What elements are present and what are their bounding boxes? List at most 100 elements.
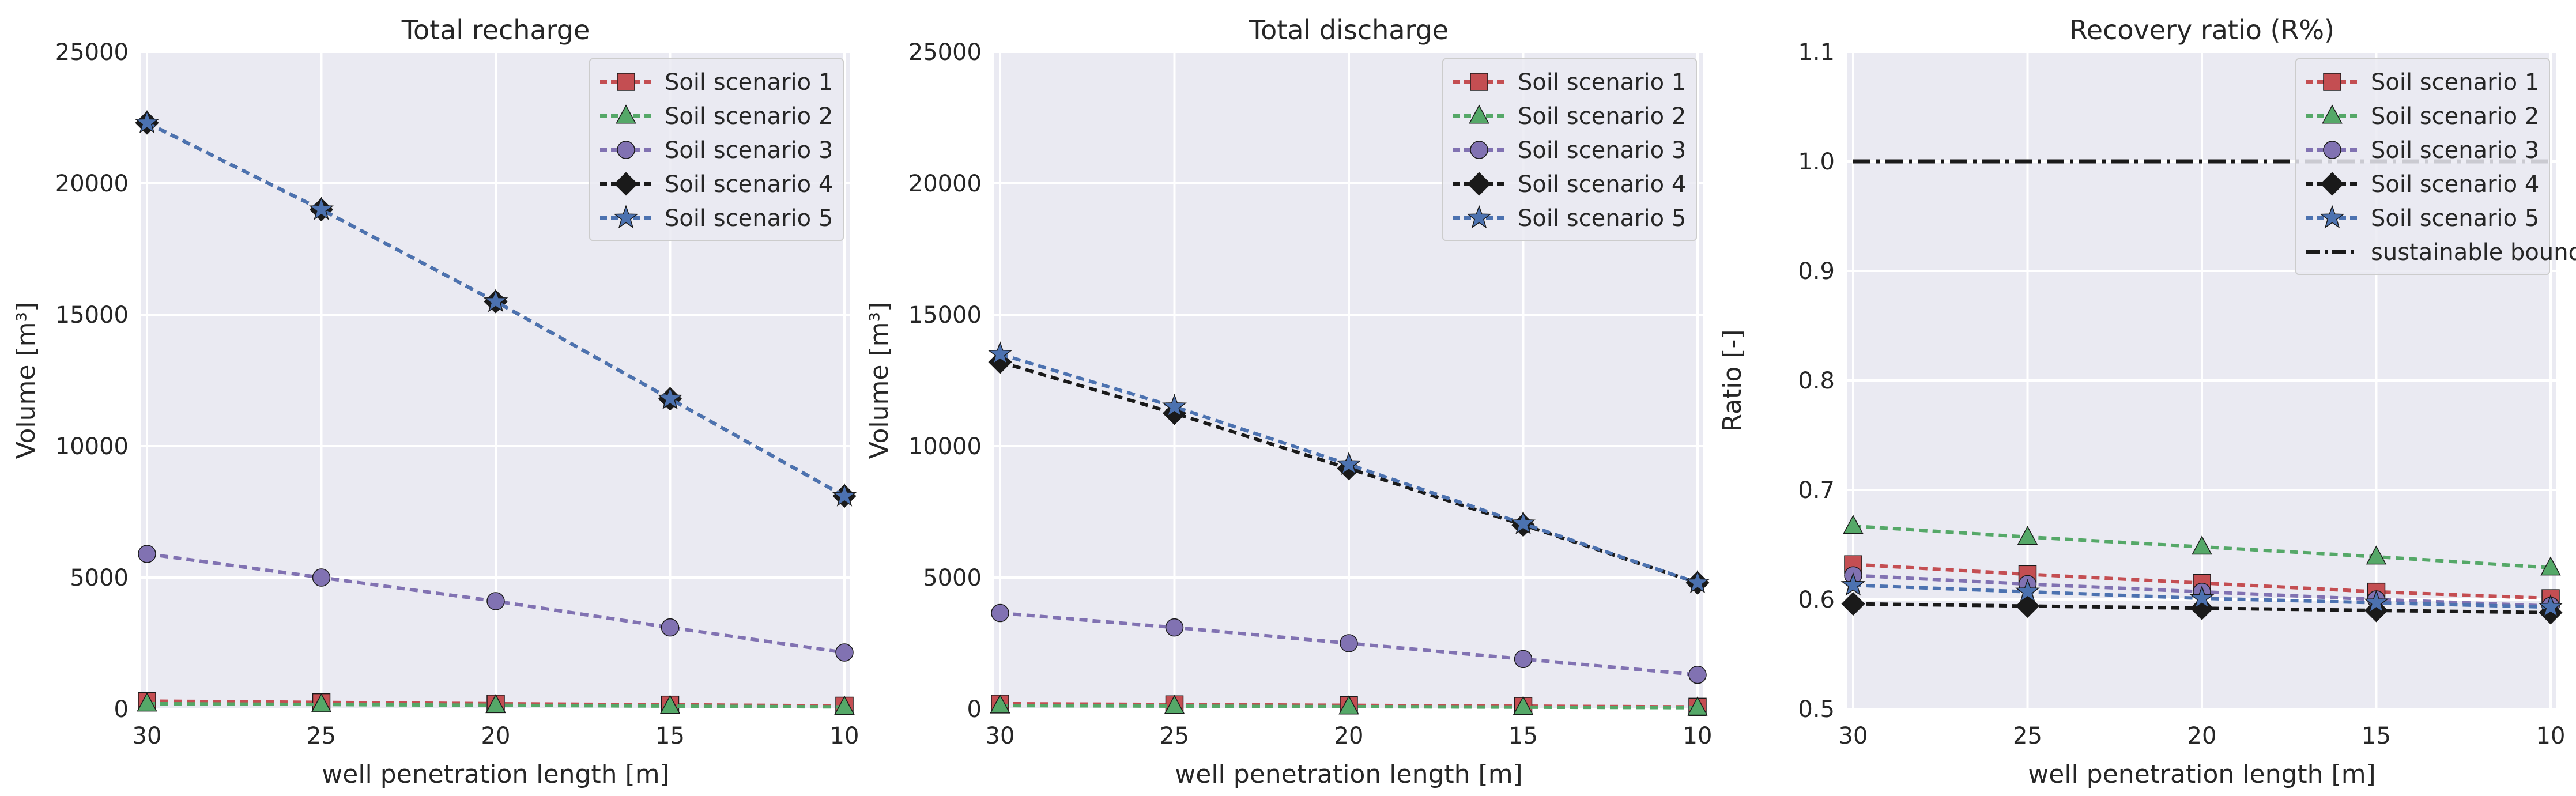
chart-3-legend-item-soil-scenario-5: Soil scenario 5 (2306, 205, 2539, 232)
chart-2-legend-label: Soil scenario 2 (1518, 103, 1686, 130)
chart-1-x-tick-label: 15 (655, 723, 685, 749)
chart-3-legend-label: Soil scenario 2 (2371, 103, 2539, 130)
chart-1-legend-marker (616, 104, 636, 124)
chart-3-y-tick-label: 0.6 (1798, 587, 1835, 613)
chart-2-x-axis-label: well penetration length [m] (1175, 760, 1522, 789)
chart-1-series-soil-scenario-3-point (138, 545, 156, 563)
chart-2-legend-item-soil-scenario-4: Soil scenario 4 (1453, 171, 1686, 198)
chart-3-x-tick-label: 10 (2536, 723, 2566, 749)
chart-3-series-soil-scenario-2-point (2017, 526, 2038, 545)
chart-3-series-soil-scenario-5-point (2015, 579, 2040, 602)
chart-3-x-tick-label: 20 (2187, 723, 2217, 749)
chart-1-series-soil-scenario-3-point (312, 568, 331, 587)
chart-1-legend-box (589, 58, 844, 241)
chart-1-series-soil-scenario-5-point (658, 386, 682, 410)
chart-1-y-tick-label: 20000 (55, 171, 129, 197)
chart-1-y-axis-label: Volume [m³] (12, 302, 41, 459)
chart-2-legend-label: Soil scenario 3 (1518, 137, 1686, 164)
chart-1-legend: Soil scenario 1 Soil scenario 2 Soil scena… (589, 58, 844, 241)
chart-2-y-axis-label: Volume [m³] (865, 302, 894, 459)
chart-2-series-soil-scenario-2-point (1513, 696, 1534, 715)
chart-2-series-soil-scenario-5-point (987, 341, 1013, 365)
chart-1-series-soil-scenario-2 (137, 692, 855, 715)
chart-1-y-tick-label: 10000 (55, 433, 129, 460)
chart-1-legend-marker (613, 205, 639, 229)
chart-3-series-soil-scenario-5 (1840, 572, 2563, 618)
chart-3-y-tick-label: 0.9 (1798, 258, 1835, 285)
chart-2-series-soil-scenario-5-point (1511, 511, 1536, 534)
chart-3-x-tick-label: 25 (2013, 723, 2042, 749)
chart-1-legend-label: Soil scenario 5 (665, 205, 833, 232)
chart-1-y-tick-label: 25000 (55, 39, 129, 66)
chart-1-legend-marker (617, 141, 635, 159)
chart-1-legend-item-soil-scenario-4: Soil scenario 4 (600, 171, 833, 198)
chart-3-x-tick-label: 15 (2362, 723, 2391, 749)
chart-2-legend-marker (1470, 141, 1488, 159)
chart-1-x-tick-label: 20 (481, 723, 511, 749)
chart-3-series-soil-scenario-5-point (2364, 590, 2389, 613)
chart-1-y-tick-label: 0 (114, 696, 129, 723)
chart-3-title: Recovery ratio (R%) (2069, 14, 2334, 46)
chart-1-series-soil-scenario-2-point (834, 695, 855, 715)
chart-1-y-tick-label: 15000 (55, 302, 129, 329)
chart-2-series-soil-scenario-5 (987, 341, 1710, 594)
chart-1-series-soil-scenario-3-point (486, 592, 505, 610)
chart-2-series-soil-scenario-3-point (1688, 665, 1707, 684)
chart-1-series-soil-scenario-2-point (311, 693, 332, 712)
chart-1-series-soil-scenario-5-point (832, 483, 857, 507)
chart-3-y-tick-label: 1.0 (1798, 149, 1835, 175)
chart-1-series-soil-scenario-3 (138, 545, 854, 662)
chart-3-series-soil-scenario-2-point (2540, 556, 2561, 576)
chart-3-x-tick-label: 30 (1839, 723, 1868, 749)
chart-2-x-tick-label: 25 (1160, 723, 1189, 749)
chart-3-legend-item-soil-scenario-2: Soil scenario 2 (2306, 103, 2539, 130)
chart-1-legend-marker (617, 73, 635, 91)
chart-3-legend-item-soil-scenario-1: Soil scenario 1 (2306, 69, 2539, 96)
chart-1-series-soil-scenario-2-point (137, 692, 157, 712)
chart-3-legend: Soil scenario 1 Soil scenario 2 Soil scena… (2295, 58, 2576, 275)
chart-3-legend-marker (2323, 73, 2341, 91)
chart-3-legend-marker (2323, 141, 2341, 159)
chart-3-legend-label: Soil scenario 4 (2371, 171, 2539, 198)
chart-2-y-tick-label: 5000 (923, 565, 982, 591)
chart-3-legend-box (2295, 58, 2550, 275)
chart-2-legend-label: Soil scenario 4 (1518, 171, 1686, 198)
chart-2-y-tick-label: 15000 (908, 302, 982, 329)
chart-1-legend-item-soil-scenario-5: Soil scenario 5 (600, 205, 833, 232)
chart-2-series-soil-scenario-5-point (1162, 394, 1187, 417)
chart-2-x-tick-label: 10 (1683, 723, 1713, 749)
chart-2-legend-marker (1466, 205, 1492, 229)
chart-3-series-soil-scenario-4-point (1841, 592, 1865, 616)
chart-3-series-soil-scenario-5-point (1840, 572, 1866, 596)
chart-3-series-soil-scenario-2-point (2192, 535, 2212, 555)
chart-2-legend-marker (1470, 73, 1488, 91)
chart-1-x-tick-label: 25 (307, 723, 336, 749)
chart-1-series-soil-scenario-5-point (309, 197, 334, 220)
chart-2-title: Total discharge (1249, 14, 1449, 46)
chart-2-series-soil-scenario-2-point (1338, 695, 1359, 715)
chart-3-legend-marker (2320, 172, 2344, 196)
chart-2-series-soil-scenario-2-point (1164, 695, 1185, 714)
chart-1-series-soil-scenario-2-point (485, 694, 506, 714)
chart-1: 0 5000 10000 15000 20000 25000 30 25 20 15 10 Soil … (12, 14, 859, 789)
chart-1-legend-item-soil-scenario-1: Soil scenario 1 (600, 69, 833, 96)
chart-2-series-soil-scenario-3-point (1340, 634, 1358, 652)
chart-2-series-soil-scenario-3-point (1165, 618, 1184, 637)
chart-1-series-soil-scenario-2-point (659, 695, 681, 714)
chart-3-legend-marker (2319, 205, 2345, 229)
chart-3-legend-label: Soil scenario 5 (2371, 205, 2539, 232)
chart-2-series-soil-scenario-3-point (991, 603, 1009, 623)
chart-1-legend-item-soil-scenario-3: Soil scenario 3 (600, 137, 833, 164)
chart-3-series-soil-scenario-2-point (1843, 515, 1864, 534)
chart-3-legend-label: Soil scenario 1 (2371, 69, 2539, 96)
chart-1-legend-item-soil-scenario-2: Soil scenario 2 (600, 103, 833, 130)
chart-1-series-soil-scenario-5-point (134, 110, 160, 134)
chart-3-series-soil-scenario-5-point (2538, 594, 2563, 618)
chart-2-legend-item-soil-scenario-2: Soil scenario 2 (1453, 103, 1686, 130)
chart-2-y-tick-label: 25000 (908, 39, 982, 66)
chart-1-series-soil-scenario-5 (134, 110, 857, 507)
chart-1-series-soil-scenario-3-point (835, 643, 854, 662)
chart-2-legend-item-soil-scenario-3: Soil scenario 3 (1453, 137, 1686, 164)
chart-2-legend-item-soil-scenario-5: Soil scenario 5 (1453, 205, 1686, 232)
